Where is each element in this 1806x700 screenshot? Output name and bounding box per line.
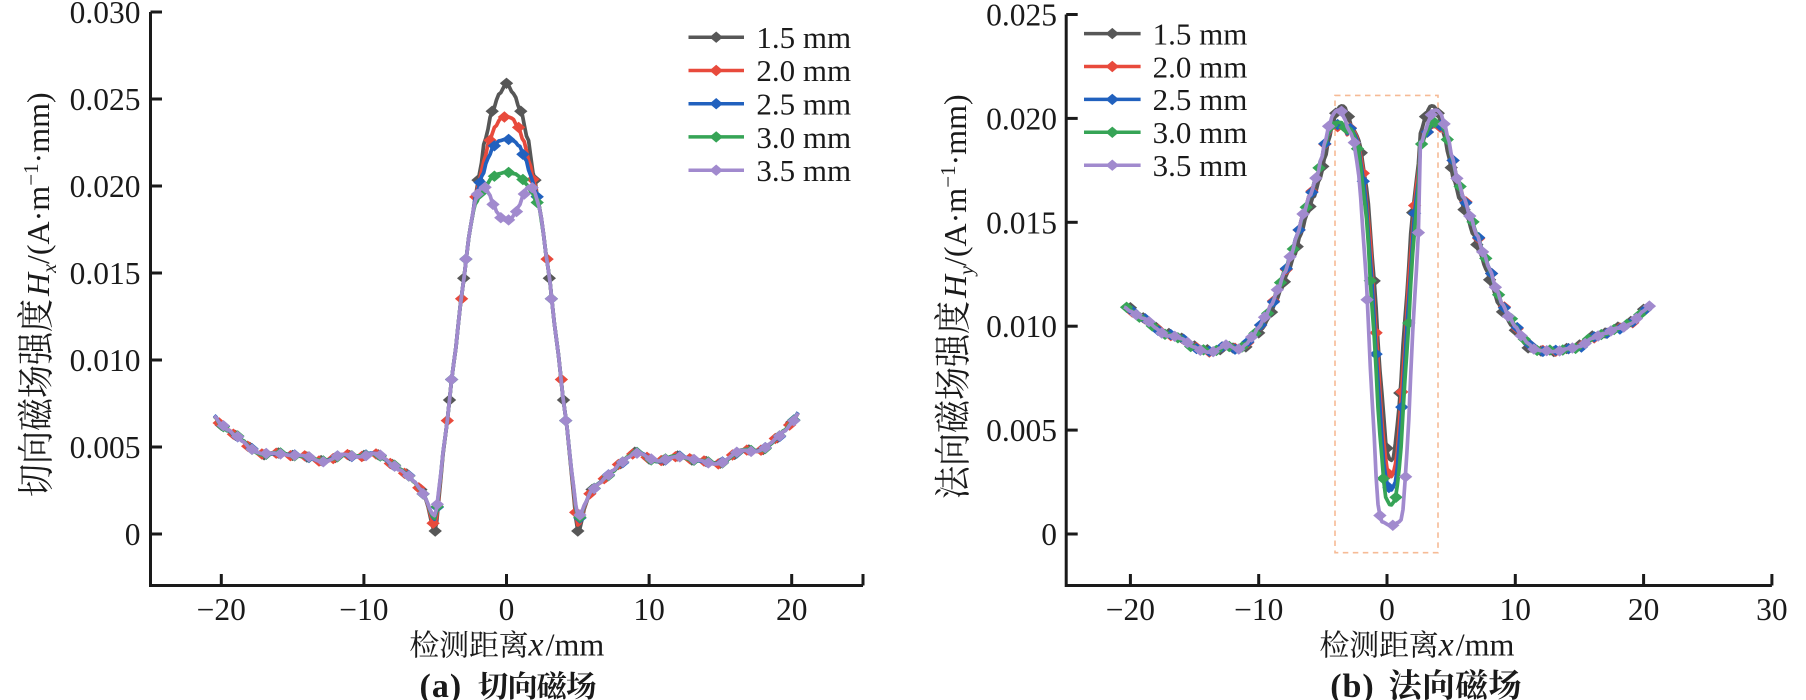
svg-text:10: 10	[633, 592, 665, 627]
svg-text:0.030: 0.030	[70, 0, 141, 30]
svg-text:−20: −20	[197, 592, 246, 627]
svg-text:0: 0	[125, 517, 141, 552]
svg-text:0.015: 0.015	[70, 256, 141, 291]
svg-text:Hy/(A·m−1·mm): Hy/(A·m−1·mm)	[936, 94, 978, 299]
svg-text:(a): (a)	[420, 668, 463, 700]
svg-text:x/mm: x/mm	[528, 627, 605, 664]
svg-text:0: 0	[499, 592, 515, 627]
svg-text:20: 20	[776, 592, 808, 627]
svg-text:Hx/(A·m−1·mm): Hx/(A·m−1·mm)	[19, 92, 61, 297]
svg-text:2.0 mm: 2.0 mm	[756, 53, 851, 88]
svg-text:0: 0	[1041, 517, 1057, 552]
svg-text:0.010: 0.010	[986, 309, 1057, 344]
svg-text:3.0 mm: 3.0 mm	[1153, 115, 1248, 150]
svg-text:0.005: 0.005	[70, 430, 141, 465]
svg-text:−10: −10	[1234, 592, 1283, 627]
svg-text:2.5 mm: 2.5 mm	[1153, 82, 1248, 117]
svg-text:0.020: 0.020	[986, 101, 1057, 136]
svg-text:3.0 mm: 3.0 mm	[756, 120, 851, 155]
svg-text:−20: −20	[1106, 592, 1155, 627]
svg-text:3.5 mm: 3.5 mm	[1153, 148, 1248, 183]
svg-text:0.025: 0.025	[70, 82, 141, 117]
svg-text:2.5 mm: 2.5 mm	[756, 87, 851, 122]
svg-text:0: 0	[1379, 592, 1395, 627]
svg-text:1.5 mm: 1.5 mm	[756, 20, 851, 55]
svg-text:0.010: 0.010	[70, 343, 141, 378]
svg-text:10: 10	[1500, 592, 1532, 627]
svg-text:0.025: 0.025	[986, 0, 1057, 33]
svg-text:0.020: 0.020	[70, 169, 141, 204]
svg-text:20: 20	[1628, 592, 1660, 627]
svg-text:−10: −10	[339, 592, 388, 627]
svg-text:3.5 mm: 3.5 mm	[756, 153, 851, 188]
svg-text:30: 30	[1756, 592, 1788, 627]
svg-text:(b): (b)	[1330, 668, 1375, 700]
svg-text:0.015: 0.015	[986, 205, 1057, 240]
svg-text:2.0 mm: 2.0 mm	[1153, 49, 1248, 84]
svg-text:1.5 mm: 1.5 mm	[1153, 16, 1248, 51]
svg-text:x/mm: x/mm	[1438, 627, 1515, 664]
svg-text:0.005: 0.005	[986, 413, 1057, 448]
